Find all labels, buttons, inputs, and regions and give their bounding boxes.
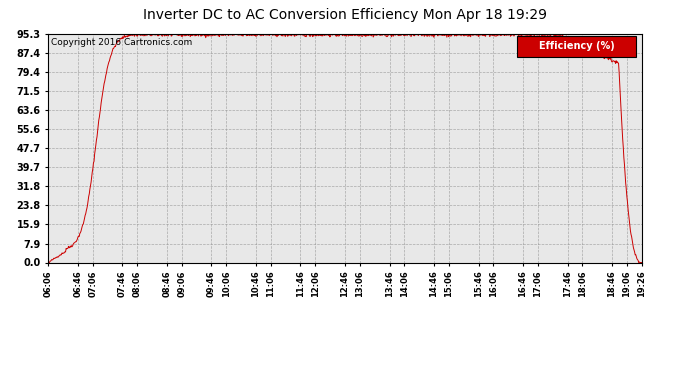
- Bar: [517, 36, 635, 57]
- Text: Copyright 2016 Cartronics.com: Copyright 2016 Cartronics.com: [51, 38, 193, 47]
- Text: Efficiency (%): Efficiency (%): [539, 41, 614, 51]
- Text: Inverter DC to AC Conversion Efficiency Mon Apr 18 19:29: Inverter DC to AC Conversion Efficiency …: [143, 8, 547, 21]
